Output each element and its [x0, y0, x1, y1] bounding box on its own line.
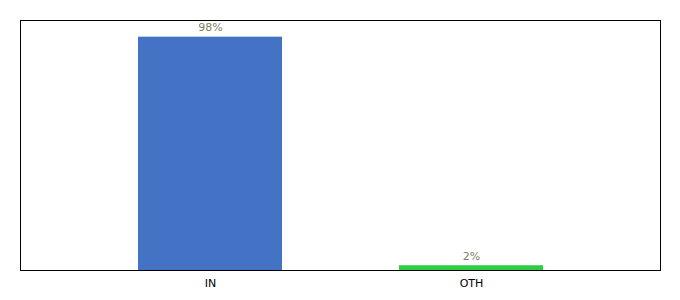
svg-text:2%: 2% [463, 250, 480, 263]
svg-text:OTH: OTH [460, 277, 484, 290]
svg-text:98%: 98% [198, 21, 222, 34]
svg-text:IN: IN [205, 277, 216, 290]
